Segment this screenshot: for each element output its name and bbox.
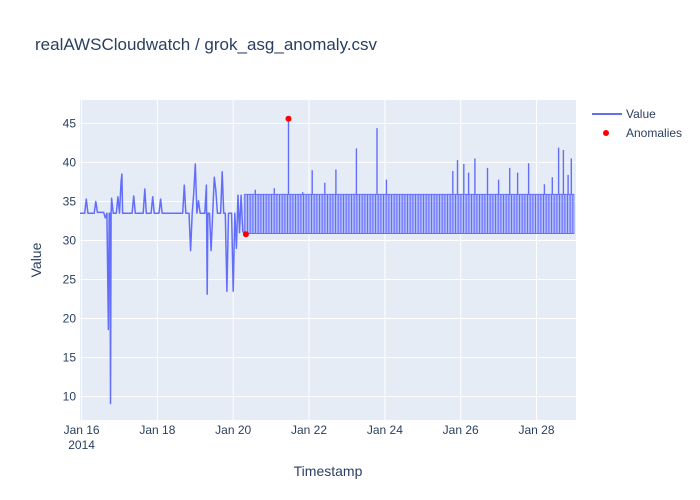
y-axis-title: Value <box>28 242 44 277</box>
anomaly-markers <box>242 115 292 238</box>
y-tick-label: 30 <box>63 234 77 248</box>
chart-title: realAWSCloudwatch / grok_asg_anomaly.csv <box>35 35 378 54</box>
legend-item-value[interactable]: Value <box>592 107 656 121</box>
plot-area <box>80 100 576 420</box>
x-tick-label: Jan 26 <box>443 423 479 437</box>
x-tick-label: Jan 24 <box>367 423 403 437</box>
y-tick-label: 40 <box>63 155 77 169</box>
legend-marker-icon <box>603 130 609 136</box>
y-tick-label: 45 <box>63 116 77 130</box>
x-tick-label: Jan 22 <box>291 423 327 437</box>
y-tick-label: 35 <box>63 195 77 209</box>
y-axis-ticks: 10 15 20 25 30 35 40 45 <box>63 116 77 403</box>
y-tick-label: 25 <box>63 273 77 287</box>
x-tick-label: Jan 18 <box>139 423 175 437</box>
x-tick-label: Jan 20 <box>215 423 251 437</box>
legend-item-anomalies[interactable]: Anomalies <box>603 126 682 140</box>
value-series-spikes <box>254 118 572 195</box>
legend-label-anomalies: Anomalies <box>626 126 682 140</box>
grid <box>80 100 576 420</box>
y-tick-label: 20 <box>63 312 77 326</box>
x-axis-title: Timestamp <box>294 463 363 479</box>
anomaly-point[interactable] <box>242 231 249 238</box>
y-tick-label: 10 <box>63 390 77 404</box>
x-tick-label: Jan 16 <box>64 423 100 437</box>
legend[interactable]: Value Anomalies <box>592 107 682 140</box>
series-group <box>80 118 575 405</box>
y-tick-label: 15 <box>63 351 77 365</box>
value-series-line <box>80 163 245 405</box>
value-series-dense-band <box>243 193 575 234</box>
legend-label-value: Value <box>626 107 656 121</box>
anomaly-point[interactable] <box>285 115 292 122</box>
x-tick-label: Jan 28 <box>518 423 554 437</box>
x-tick-sublabel: 2014 <box>68 438 95 452</box>
